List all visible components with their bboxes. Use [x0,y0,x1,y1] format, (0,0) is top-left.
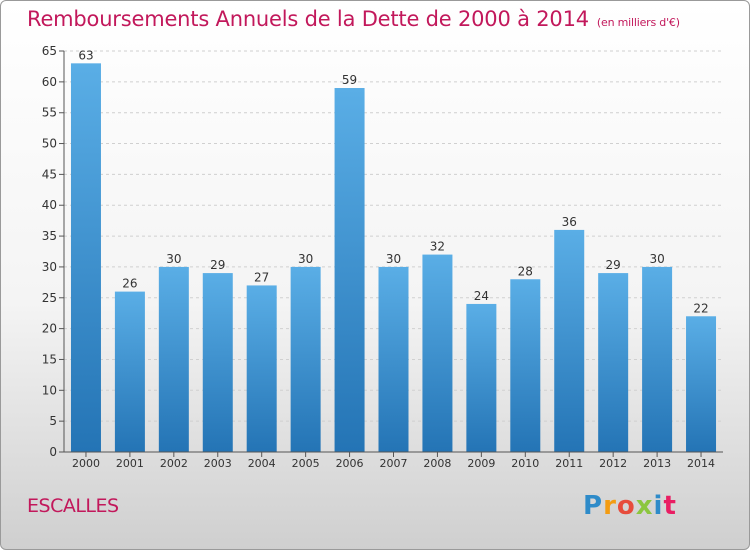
x-tick-label-2001: 2001 [116,457,144,470]
data-label-2010: 28 [518,264,533,278]
y-tick-label: 30 [42,260,57,274]
y-tick-label: 60 [42,75,57,89]
bar-2006 [334,88,365,452]
y-tick-label: 20 [42,322,57,336]
y-tick-label: 45 [42,167,57,181]
bar-2010 [510,279,541,452]
bar-2002 [158,266,189,452]
bar-2000 [70,63,101,452]
data-label-2005: 30 [298,252,313,266]
data-label-2004: 27 [254,270,269,284]
bar-2013 [642,266,673,452]
y-tick-label: 10 [42,383,57,397]
data-label-2008: 32 [430,240,445,254]
y-tick-label: 65 [42,44,57,58]
data-label-2007: 30 [386,252,401,266]
town-name: ESCALLES [27,495,119,517]
y-tick-label: 0 [49,445,57,459]
data-label-2009: 24 [474,289,489,303]
x-tick-label-2012: 2012 [599,457,627,470]
x-tick-label-2003: 2003 [204,457,232,470]
bar-2001 [114,291,145,452]
x-tick-label-2005: 2005 [292,457,320,470]
chart-title: Remboursements Annuels de la Dette de 20… [27,7,680,31]
x-tick-label-2006: 2006 [336,457,364,470]
chart-unit: (en milliers d'€) [596,16,680,29]
x-tick-label-2013: 2013 [643,457,671,470]
x-tick-label-2007: 2007 [380,457,408,470]
bar-2009 [466,303,497,452]
x-tick-label-2011: 2011 [555,457,583,470]
bar-2007 [378,266,409,452]
bar-2012 [598,273,629,452]
data-label-2002: 30 [166,252,181,266]
bar-2004 [246,285,277,452]
bar-2008 [422,254,453,452]
y-tick-label: 5 [49,414,57,428]
bar-2005 [290,266,321,452]
bar-2003 [202,273,233,452]
chart-title-text: Remboursements Annuels de la Dette de 20… [27,7,589,31]
bar-2011 [554,229,585,452]
bar-2014 [686,316,717,452]
data-label-2006: 59 [342,73,357,87]
y-tick-label: 50 [42,137,57,151]
x-tick-label-2004: 2004 [248,457,276,470]
data-label-2012: 29 [606,258,621,272]
y-tick-label: 55 [42,106,57,120]
data-label-2011: 36 [562,215,577,229]
x-tick-label-2008: 2008 [423,457,451,470]
data-label-2013: 30 [649,252,664,266]
data-label-2001: 26 [122,277,137,291]
data-label-2003: 29 [210,258,225,272]
x-tick-label-2010: 2010 [511,457,539,470]
data-label-2000: 63 [78,48,93,62]
y-tick-label: 15 [42,352,57,366]
y-tick-label: 40 [42,198,57,212]
y-tick-label: 35 [42,229,57,243]
data-label-2014: 22 [693,301,708,315]
x-tick-label-2000: 2000 [72,457,100,470]
x-tick-label-2009: 2009 [467,457,495,470]
x-tick-label-2014: 2014 [687,457,715,470]
y-tick-label: 25 [42,291,57,305]
x-tick-label-2002: 2002 [160,457,188,470]
proxiti-logo[interactable]: Proxit [583,491,677,521]
